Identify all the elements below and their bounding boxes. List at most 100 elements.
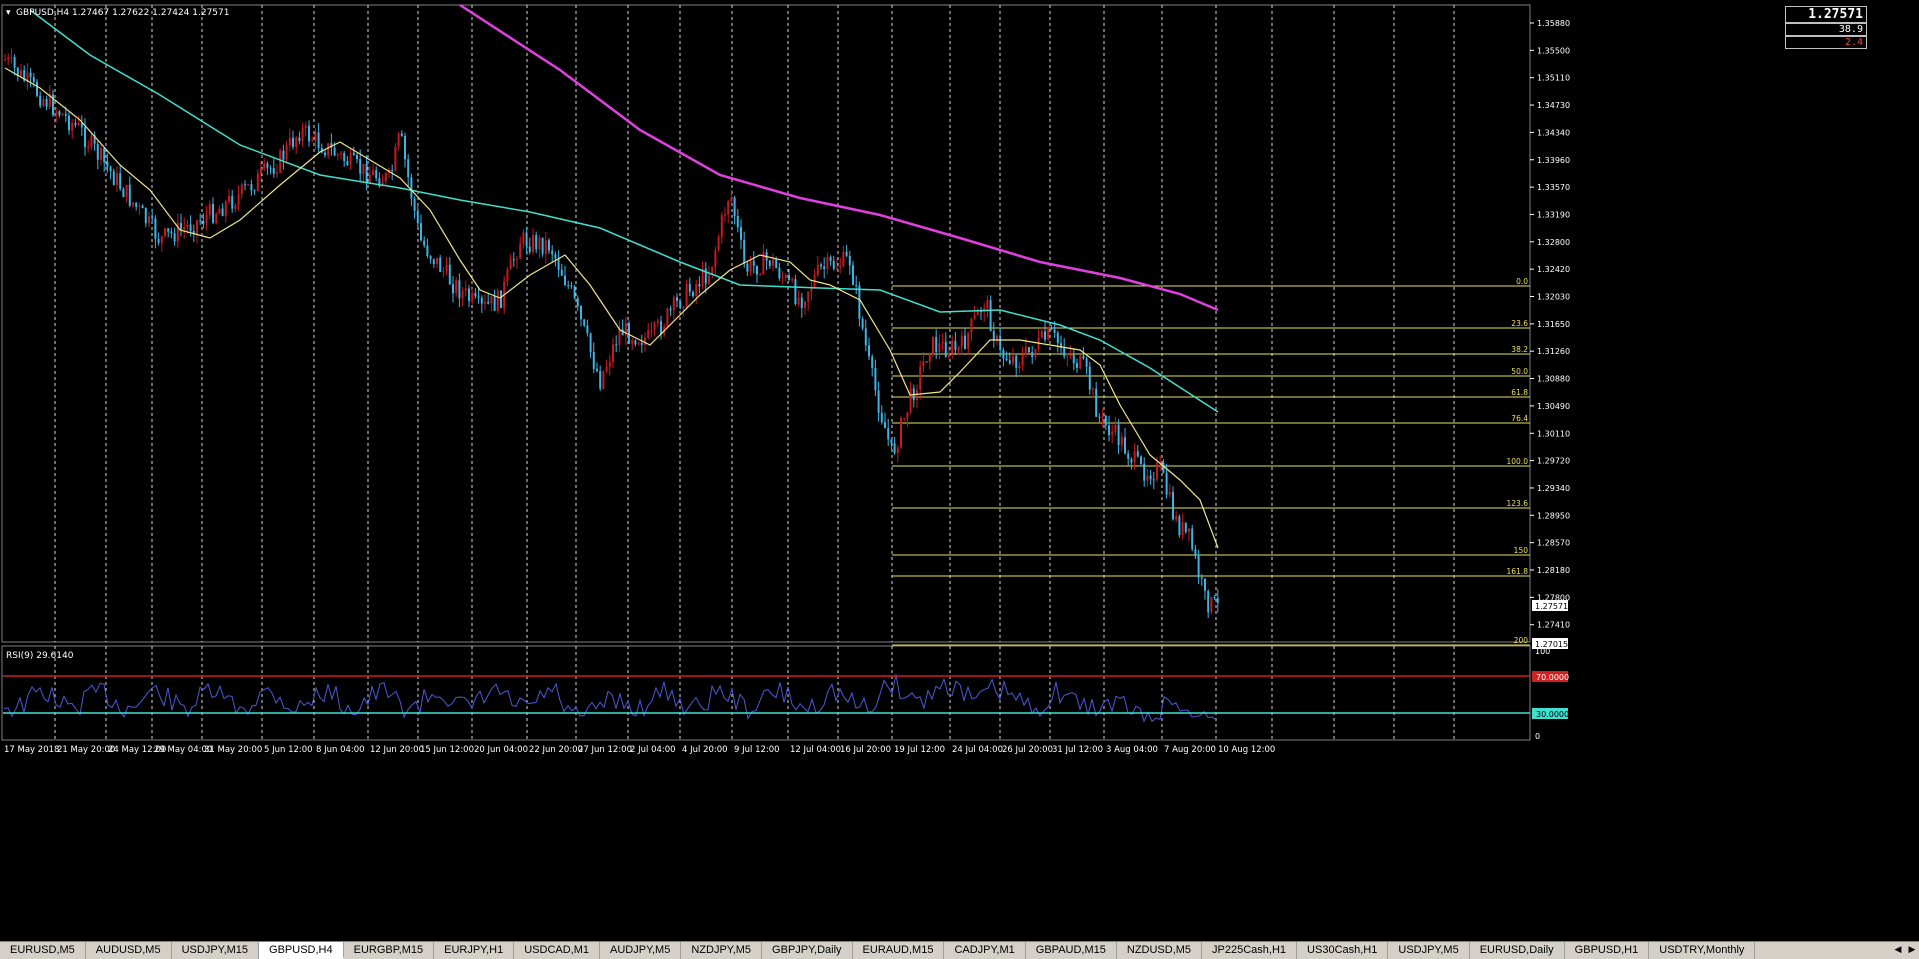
candle-body <box>189 224 192 232</box>
candle-body <box>64 113 67 116</box>
moving-average-slow <box>459 3 1219 312</box>
candle-body <box>733 197 736 216</box>
candle-body <box>624 323 627 336</box>
candle-body <box>749 260 752 272</box>
chart-tab[interactable]: JP225Cash,H1 <box>1202 942 1298 959</box>
rsi-70-badge <box>1532 671 1568 682</box>
candle-body <box>1194 549 1197 557</box>
chart-tab[interactable]: AUDUSD,M5 <box>86 942 172 959</box>
time-label: 3 Aug 04:00 <box>1106 745 1158 755</box>
price-label: 1.35110 <box>1537 74 1570 83</box>
chart-tab[interactable]: EURGBP,M15 <box>344 942 435 959</box>
change-value: 2.4 <box>1785 36 1867 49</box>
candle-body <box>240 184 243 195</box>
candle-body <box>474 293 477 297</box>
candle-body <box>205 214 208 224</box>
candle-body <box>461 290 464 299</box>
candle-body <box>794 279 797 304</box>
candle-body <box>1005 358 1008 361</box>
fib-level-label: 123.6 <box>1507 499 1529 508</box>
chart-tab[interactable]: GBPAUD,M15 <box>1026 942 1117 959</box>
candle-body <box>384 172 387 182</box>
candle-body <box>1095 388 1098 417</box>
candle-body <box>720 214 723 238</box>
candle-body <box>736 215 739 228</box>
main-chart-frame <box>1 4 1531 643</box>
candle-body <box>247 184 250 186</box>
chart-tab[interactable]: NZDJPY,M5 <box>681 942 763 959</box>
candle-body <box>128 184 131 206</box>
time-label: 24 May 12:00 <box>108 745 166 755</box>
candle-body <box>909 388 912 413</box>
chart-tab[interactable]: EURUSD,Daily <box>1470 942 1565 959</box>
candle-body <box>922 361 925 367</box>
price-label: 1.30880 <box>1537 375 1570 384</box>
candle-body <box>1114 424 1117 432</box>
price-label: 1.29720 <box>1537 457 1570 466</box>
chart-tab[interactable]: GBPUSD,H4 <box>259 942 344 959</box>
chart-tab[interactable]: GBPJPY,Daily <box>762 942 853 959</box>
candle-body <box>119 173 122 189</box>
candle-body <box>45 99 48 107</box>
chart-tab[interactable]: USDTRY,Monthly <box>1649 942 1756 959</box>
chart-tab[interactable]: US30Cash,H1 <box>1297 942 1389 959</box>
candle-body <box>215 213 218 223</box>
candle-body <box>906 412 909 418</box>
chart-tab[interactable]: USDCAD,M1 <box>514 942 601 959</box>
candle-body <box>746 263 749 272</box>
candle-body <box>1136 451 1139 457</box>
candle-body <box>855 284 858 286</box>
candle-body <box>740 227 742 240</box>
candle-body <box>948 353 950 357</box>
price-label: 1.31260 <box>1537 347 1570 356</box>
candle-body <box>1130 458 1133 463</box>
candle-body <box>970 318 973 333</box>
candle-body <box>525 232 528 247</box>
candle-body <box>1175 516 1178 520</box>
candle-body <box>151 216 154 219</box>
candle-body <box>324 152 326 156</box>
current-price-badge <box>1532 600 1568 611</box>
candle-body <box>704 268 707 284</box>
chart-tab[interactable]: EURJPY,H1 <box>434 942 515 959</box>
chart-tab[interactable]: AUDJPY,M5 <box>600 942 682 959</box>
candle-body <box>864 328 867 346</box>
chart-tab[interactable]: EURAUD,M15 <box>853 942 945 959</box>
chart-tab[interactable]: CADJPY,M1 <box>944 942 1026 959</box>
candle-body <box>61 113 64 116</box>
candle-body <box>810 286 813 292</box>
candle-body <box>522 232 525 244</box>
collapse-triangle-icon[interactable]: ▾ <box>6 8 11 18</box>
candle-body <box>1146 475 1149 481</box>
fib-level-label: 50.0 <box>1511 367 1528 376</box>
fibonacci-retracement[interactable]: 0.0 23.6 38.2 50.0 61.8 76.4 100.0 123.6 150 161.… <box>892 277 1530 646</box>
candle-body <box>986 300 989 309</box>
chart-tab[interactable]: NZDUSD,M5 <box>1117 942 1203 959</box>
candle-body <box>471 293 474 301</box>
candle-body <box>679 300 682 309</box>
chart-tab[interactable]: GBPUSD,H1 <box>1565 942 1650 959</box>
tab-scroll-left-icon[interactable]: ◀ <box>1894 945 1902 955</box>
candle-body <box>1079 355 1082 368</box>
chart-tab[interactable]: USDJPY,M5 <box>1388 942 1470 959</box>
candle-body <box>308 125 310 142</box>
tab-scroll-right-icon[interactable]: ▶ <box>1908 945 1916 955</box>
candle-body <box>154 218 157 239</box>
candle-body <box>1008 360 1011 364</box>
candle-body <box>1197 556 1200 578</box>
fib-level-label: 38.2 <box>1511 345 1528 354</box>
fib-level-label: 100.0 <box>1507 457 1529 466</box>
candle-body <box>420 223 422 241</box>
candle-body <box>340 153 342 155</box>
chart-tab[interactable]: USDJPY,M15 <box>172 942 260 959</box>
candle-body <box>1172 492 1174 520</box>
chart-tab[interactable]: EURUSD,M5 <box>0 942 86 959</box>
candle-body <box>7 57 10 60</box>
candle-body <box>122 188 125 197</box>
candle-body <box>976 309 979 316</box>
candle-body <box>778 267 781 279</box>
candle-body <box>1200 577 1203 579</box>
fib-level-label: 0.0 <box>1516 277 1528 286</box>
candle-body <box>1076 363 1078 368</box>
